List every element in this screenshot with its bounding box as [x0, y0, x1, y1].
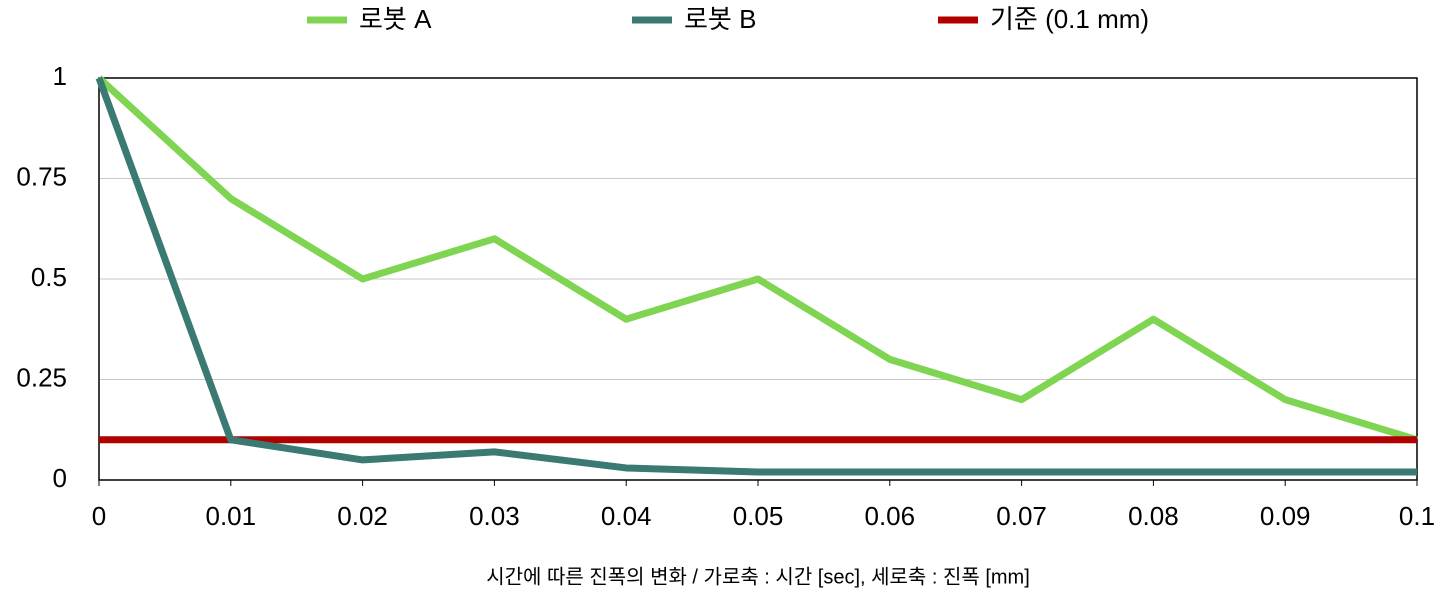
legend-label: 로봇 B: [684, 4, 756, 34]
legend-label: 로봇 A: [359, 4, 432, 34]
x-tick-label: 0.06: [864, 501, 915, 531]
x-tick-label: 0.1: [1399, 501, 1435, 531]
plot-border: [98, 77, 1418, 481]
x-axis-title: 시간에 따른 진폭의 변화 / 가로축 : 시간 [sec], 세로축 : 진폭…: [486, 565, 1030, 588]
series-line: [95, 76, 1417, 476]
series-line: [96, 75, 1419, 444]
y-tick-label: 0: [53, 463, 67, 493]
x-tick-label: 0.01: [205, 501, 256, 531]
y-tick-label: 0.5: [31, 262, 67, 292]
y-tick-label: 1: [53, 61, 67, 91]
x-tick-label: 0.08: [1128, 501, 1179, 531]
x-tick-label: 0.03: [469, 501, 520, 531]
x-tick-label: 0: [92, 501, 106, 531]
y-tick-label: 0.25: [16, 362, 67, 392]
x-tick-label: 0.09: [1260, 501, 1311, 531]
x-tick-label: 0.04: [601, 501, 652, 531]
x-tick-label: 0.05: [733, 501, 784, 531]
x-tick-label: 0.07: [996, 501, 1047, 531]
x-tick-label: 0.02: [337, 501, 388, 531]
y-tick-label: 0.75: [16, 161, 67, 191]
legend-label: 기준 (0.1 mm): [990, 4, 1149, 34]
